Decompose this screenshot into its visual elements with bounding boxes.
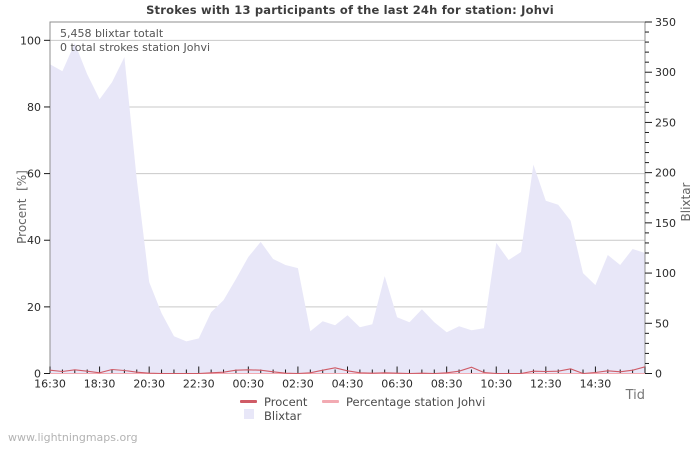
svg-text:20: 20 — [27, 301, 41, 314]
svg-text:0: 0 — [655, 368, 662, 381]
svg-text:02:30: 02:30 — [282, 378, 314, 391]
blixtar-area-series — [50, 43, 645, 374]
right-axis-ticks: 0 50 100 150 200 250 300 350 — [645, 16, 676, 381]
svg-text:200: 200 — [655, 167, 676, 180]
left-axis-title: Procent [%] — [15, 170, 29, 244]
svg-text:150: 150 — [655, 217, 676, 230]
svg-text:100: 100 — [655, 267, 676, 280]
legend-blixtar-label: Blixtar — [264, 409, 302, 423]
svg-text:60: 60 — [27, 168, 41, 181]
svg-text:04:30: 04:30 — [332, 378, 364, 391]
legend-percentage-station-swatch — [322, 400, 339, 403]
legend-percentage-station-label: Percentage station Johvi — [346, 395, 486, 409]
x-axis-ticks: 16:30 18:30 20:30 22:30 00:30 02:30 04:30 06:30… — [34, 366, 646, 391]
procent-line — [49, 366, 646, 375]
svg-text:100: 100 — [20, 34, 41, 47]
legend-procent-label: Procent — [264, 395, 308, 409]
svg-text:20:30: 20:30 — [133, 378, 165, 391]
svg-text:300: 300 — [655, 66, 676, 79]
chart-title: Strokes with 13 participants of the last… — [146, 3, 554, 17]
svg-text:250: 250 — [655, 116, 676, 129]
left-axis-ticks: 0 20 40 60 80 100 — [20, 34, 50, 381]
svg-text:50: 50 — [655, 317, 669, 330]
svg-text:14:30: 14:30 — [580, 378, 612, 391]
svg-text:08:30: 08:30 — [431, 378, 463, 391]
svg-text:40: 40 — [27, 234, 41, 247]
svg-text:350: 350 — [655, 16, 676, 29]
watermark-link[interactable]: www.lightningmaps.org — [8, 431, 138, 444]
svg-text:22:30: 22:30 — [183, 378, 215, 391]
x-axis-title: Tid — [625, 388, 645, 403]
svg-text:80: 80 — [27, 101, 41, 114]
total-strokes-annotation: 5,458 blixtar totalt — [60, 27, 164, 40]
station-strokes-annotation: 0 total strokes station Johvi — [60, 41, 211, 54]
right-axis-title: Blixtar — [679, 182, 693, 222]
svg-text:00:30: 00:30 — [232, 378, 264, 391]
svg-text:0: 0 — [34, 368, 41, 381]
svg-text:18:30: 18:30 — [84, 378, 116, 391]
legend-blixtar-swatch — [244, 409, 254, 419]
legend-procent-swatch — [240, 400, 257, 403]
svg-text:12:30: 12:30 — [530, 378, 562, 391]
svg-text:06:30: 06:30 — [381, 378, 413, 391]
svg-text:10:30: 10:30 — [480, 378, 512, 391]
svg-text:16:30: 16:30 — [34, 378, 66, 391]
